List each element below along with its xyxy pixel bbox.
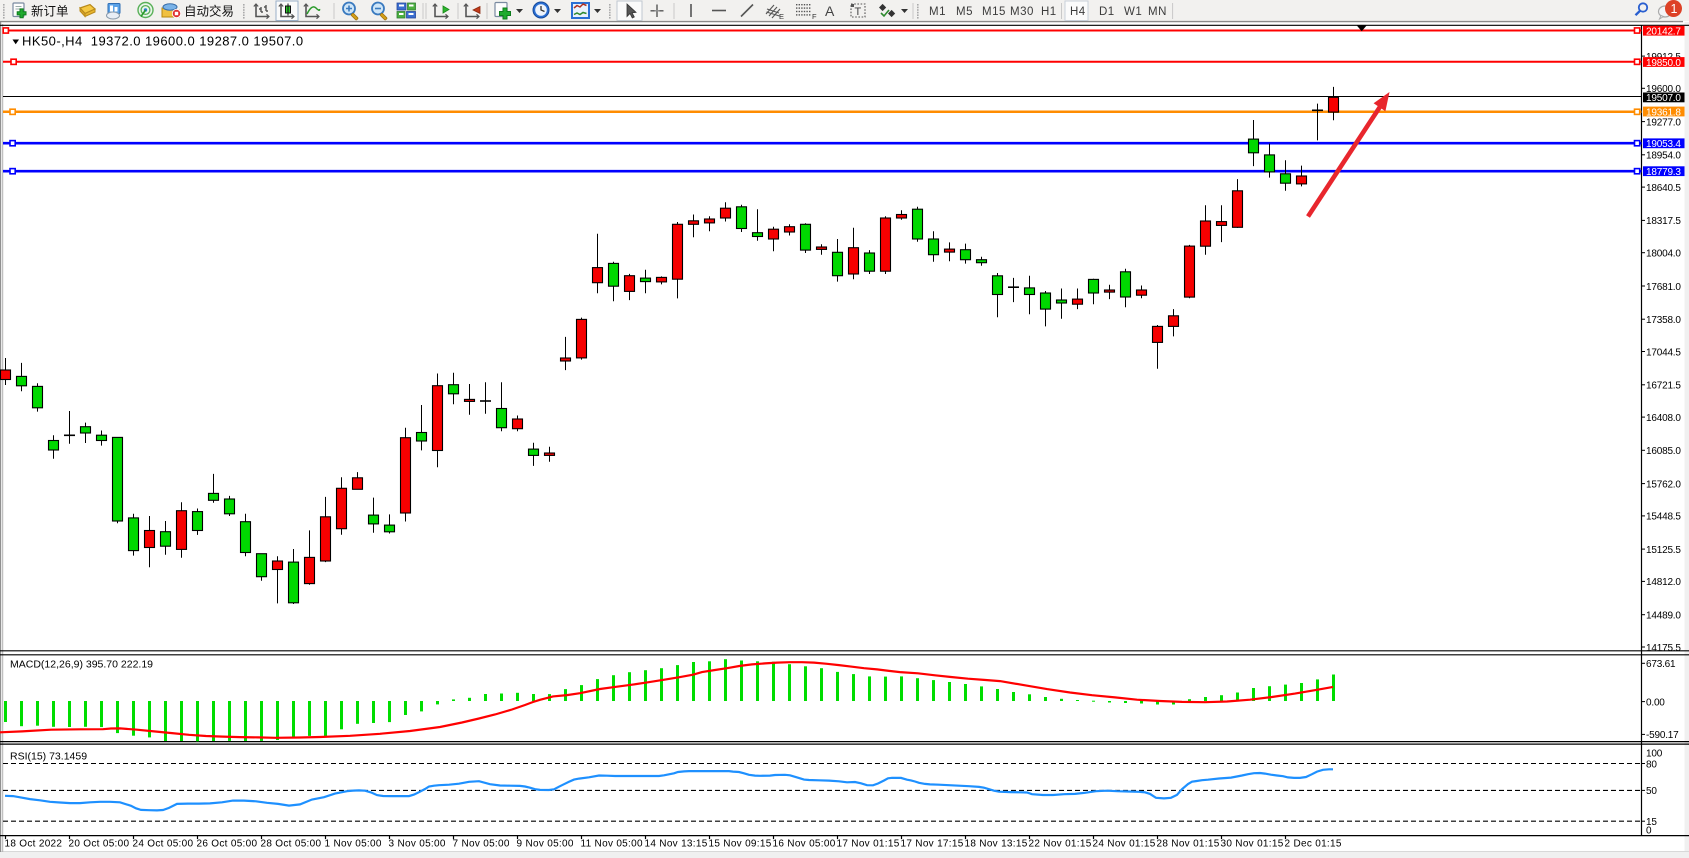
svg-text:50: 50	[1646, 786, 1657, 797]
svg-text:30 Nov 01:15: 30 Nov 01:15	[1221, 839, 1284, 850]
svg-text:1 Nov 05:00: 1 Nov 05:00	[325, 839, 382, 850]
svg-text:H1: H1	[1041, 6, 1057, 18]
svg-text:17681.0: 17681.0	[1646, 282, 1681, 293]
svg-text:16721.5: 16721.5	[1646, 381, 1681, 392]
svg-text:18 Nov 13:15: 18 Nov 13:15	[965, 839, 1028, 850]
svg-text:11 Nov 05:00: 11 Nov 05:00	[581, 839, 643, 850]
svg-text:19361.8: 19361.8	[1646, 107, 1681, 118]
svg-text:M5: M5	[956, 6, 973, 18]
svg-text:新订单: 新订单	[31, 4, 69, 19]
svg-text:T: T	[855, 6, 862, 18]
svg-text:24 Nov 01:15: 24 Nov 01:15	[1093, 839, 1156, 850]
svg-text:M30: M30	[1010, 6, 1034, 18]
svg-text:673.61: 673.61	[1646, 659, 1676, 670]
svg-text:19600.0: 19600.0	[1646, 84, 1681, 95]
svg-text:HK50-,H4 19372.0 19600.0 1928: HK50-,H4 19372.0 19600.0 19287.0 19507.0	[22, 34, 304, 49]
svg-text:M15: M15	[982, 6, 1006, 18]
svg-text:-590.17: -590.17	[1646, 730, 1679, 741]
svg-text:100: 100	[1646, 748, 1663, 759]
svg-text:RSI(15) 73.1459: RSI(15) 73.1459	[10, 751, 87, 763]
svg-text:20142.7: 20142.7	[1646, 27, 1681, 38]
svg-text:W1: W1	[1124, 6, 1142, 18]
svg-text:14812.0: 14812.0	[1646, 577, 1681, 588]
svg-text:A: A	[825, 3, 835, 19]
svg-text:14 Nov 13:15: 14 Nov 13:15	[645, 839, 708, 850]
svg-text:20 Oct 05:00: 20 Oct 05:00	[69, 839, 130, 850]
svg-text:19277.0: 19277.0	[1646, 117, 1681, 128]
svg-text:MACD(12,26,9) 395.70 222.19: MACD(12,26,9) 395.70 222.19	[10, 659, 153, 671]
svg-text:26 Oct 05:00: 26 Oct 05:00	[197, 839, 258, 850]
svg-text:18004.0: 18004.0	[1646, 249, 1681, 260]
svg-text:14175.5: 14175.5	[1646, 643, 1681, 654]
svg-text:17 Nov 01:15: 17 Nov 01:15	[837, 839, 900, 850]
svg-text:17 Nov 17:15: 17 Nov 17:15	[901, 839, 964, 850]
svg-text:0: 0	[1646, 825, 1652, 836]
svg-text:15762.0: 15762.0	[1646, 479, 1681, 490]
svg-text:19850.0: 19850.0	[1646, 58, 1681, 69]
svg-text:1: 1	[1671, 2, 1678, 16]
svg-text:14489.0: 14489.0	[1646, 611, 1681, 622]
svg-text:3 Nov 05:00: 3 Nov 05:00	[389, 839, 446, 850]
svg-text:H4: H4	[1070, 6, 1086, 18]
svg-text:16085.0: 16085.0	[1646, 446, 1681, 457]
svg-text:E: E	[779, 12, 784, 21]
svg-text:16 Nov 05:00: 16 Nov 05:00	[773, 839, 836, 850]
svg-text:0.00: 0.00	[1646, 697, 1665, 708]
svg-text:9 Nov 05:00: 9 Nov 05:00	[517, 839, 574, 850]
svg-text:18 Oct 2022: 18 Oct 2022	[5, 839, 63, 850]
svg-text:22 Nov 01:15: 22 Nov 01:15	[1029, 839, 1092, 850]
svg-text:7 Nov 05:00: 7 Nov 05:00	[453, 839, 510, 850]
svg-text:18954.0: 18954.0	[1646, 151, 1681, 162]
svg-text:18317.5: 18317.5	[1646, 216, 1681, 227]
svg-text:15 Nov 09:15: 15 Nov 09:15	[709, 839, 772, 850]
svg-text:19507.0: 19507.0	[1646, 93, 1681, 104]
svg-text:F: F	[812, 12, 817, 21]
svg-text:2 Dec 01:15: 2 Dec 01:15	[1285, 839, 1342, 850]
svg-text:17358.0: 17358.0	[1646, 315, 1681, 326]
svg-text:80: 80	[1646, 759, 1657, 770]
svg-text:18779.3: 18779.3	[1646, 167, 1681, 178]
svg-text:17044.5: 17044.5	[1646, 347, 1681, 358]
svg-text:15125.5: 15125.5	[1646, 545, 1681, 556]
svg-text:19053.4: 19053.4	[1646, 139, 1681, 150]
svg-text:自动交易: 自动交易	[184, 4, 234, 19]
svg-text:18640.5: 18640.5	[1646, 183, 1681, 194]
svg-text:15: 15	[1646, 817, 1657, 828]
svg-text:28 Oct 05:00: 28 Oct 05:00	[261, 839, 322, 850]
svg-text:MN: MN	[1148, 6, 1167, 18]
svg-text:D1: D1	[1099, 6, 1115, 18]
svg-text:M1: M1	[929, 6, 946, 18]
svg-text:15448.5: 15448.5	[1646, 512, 1681, 523]
svg-text:16408.0: 16408.0	[1646, 413, 1681, 424]
svg-text:28 Nov 01:15: 28 Nov 01:15	[1157, 839, 1220, 850]
svg-text:24 Oct 05:00: 24 Oct 05:00	[133, 839, 194, 850]
